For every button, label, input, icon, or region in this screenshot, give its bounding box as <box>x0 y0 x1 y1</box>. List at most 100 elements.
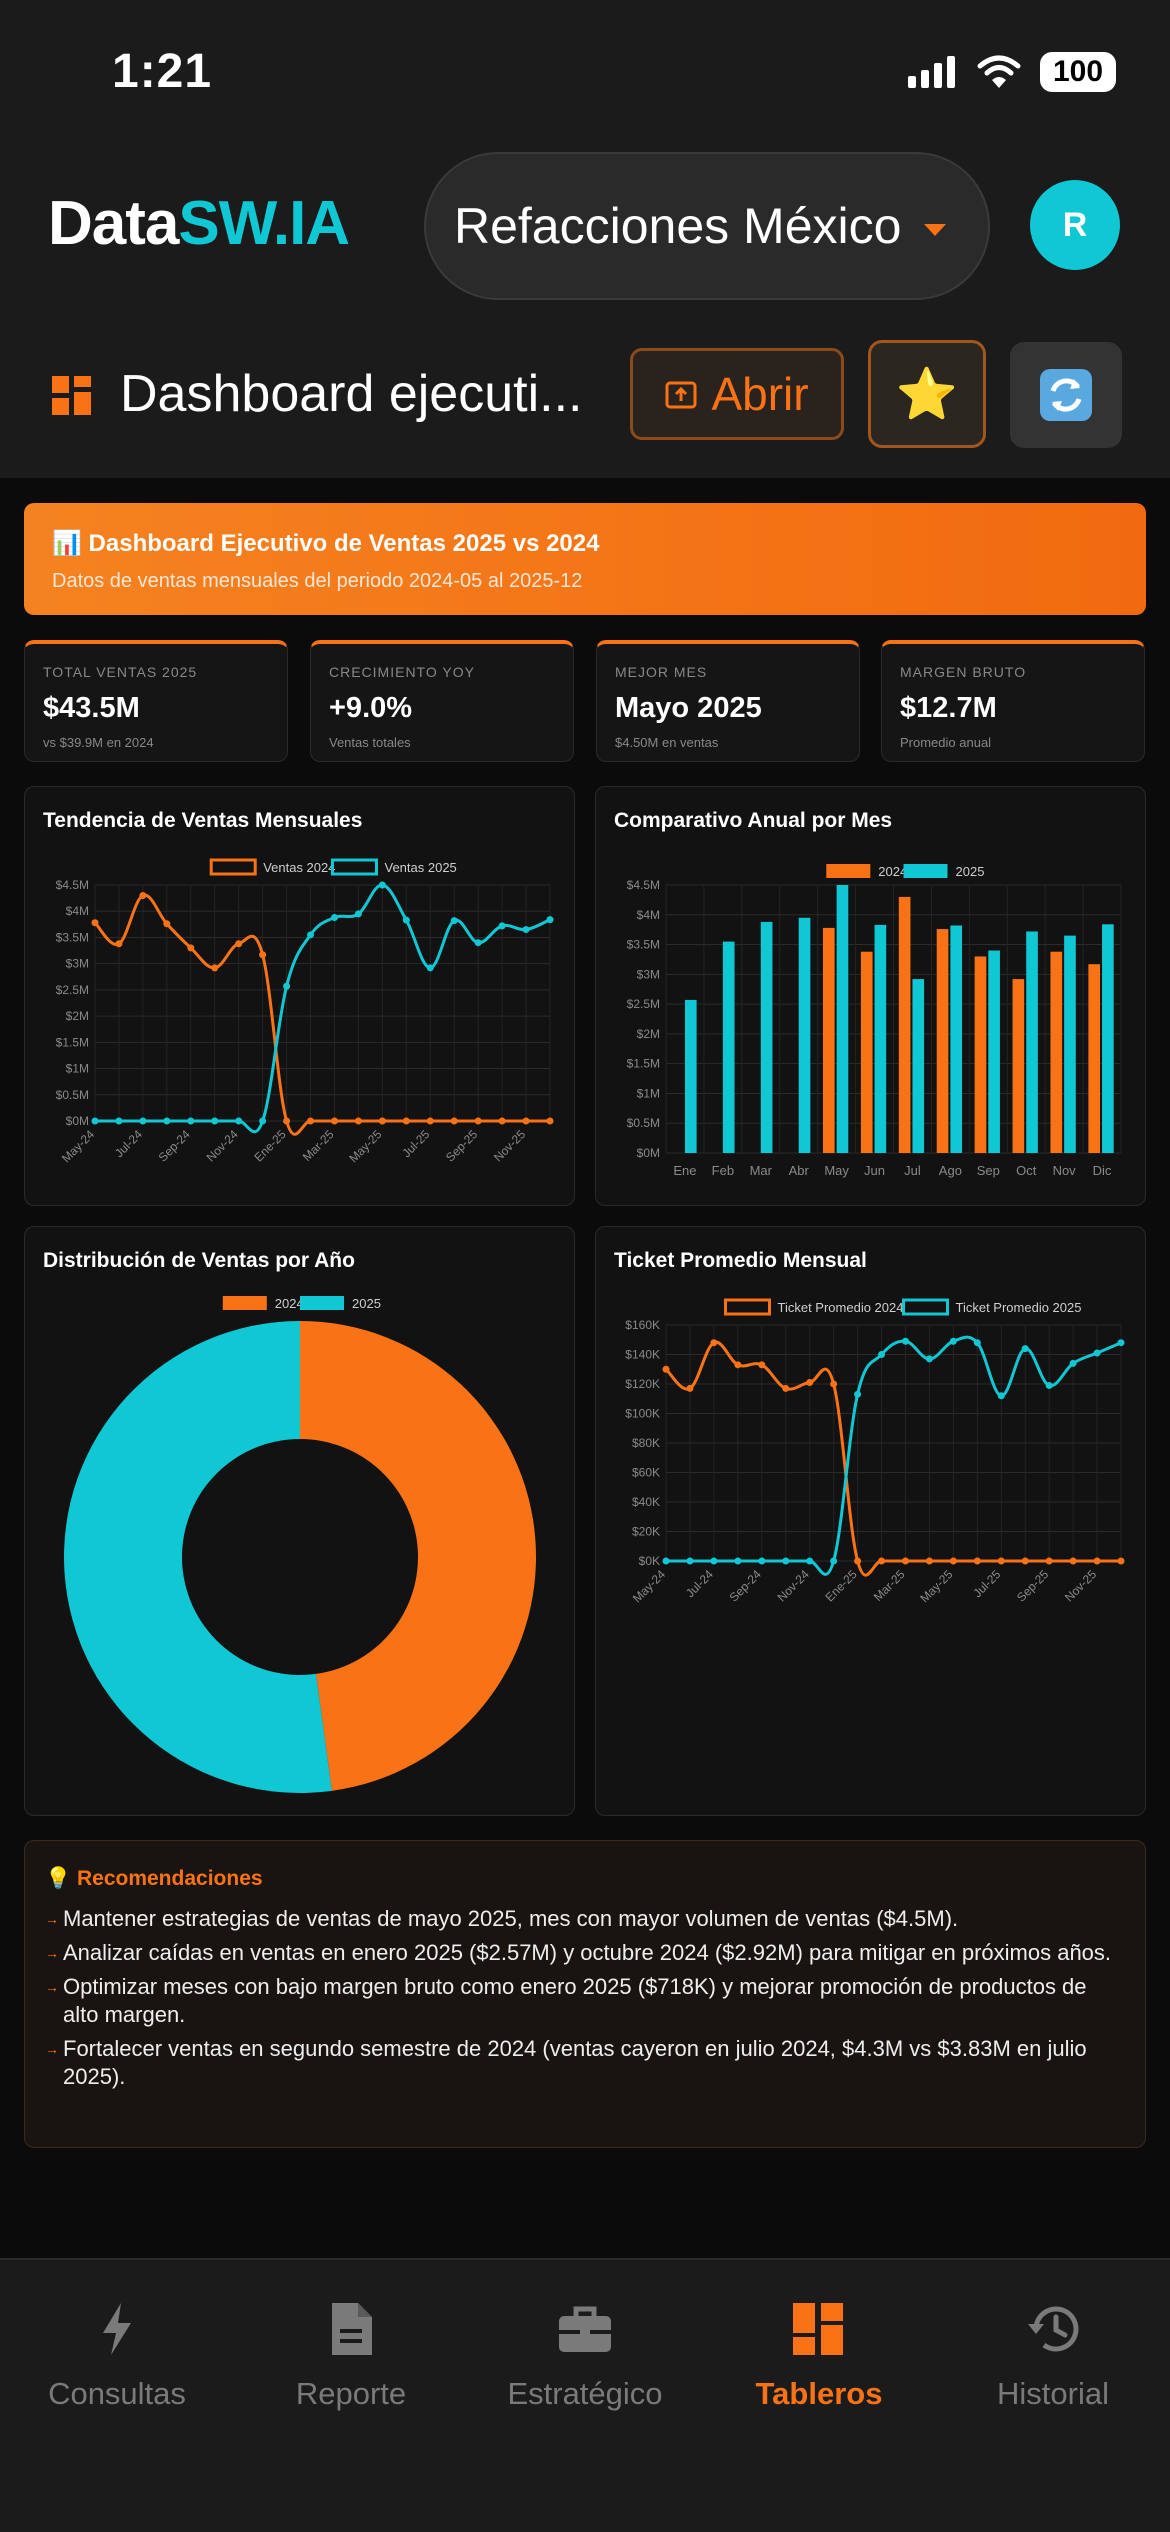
bar-2024-Oct <box>1012 979 1025 1153</box>
status-bar: 1:21 100 <box>0 0 1170 140</box>
kpi-card-best-month: MEJOR MES Mayo 2025 $4.50M en ventas <box>596 640 860 762</box>
data-point <box>330 1117 338 1125</box>
y-tick-label: $40K <box>632 1495 660 1509</box>
data-point <box>806 1557 814 1565</box>
bar-2024-Dic <box>1088 964 1101 1153</box>
nav-item-reporte[interactable]: Reporte <box>234 2296 468 2412</box>
nav-label: Estratégico <box>507 2376 663 2411</box>
bolt-icon <box>103 2303 131 2355</box>
data-point <box>830 1380 838 1388</box>
series-line-2024 <box>93 893 550 1136</box>
data-point <box>211 1117 219 1125</box>
x-tick-label: Jul-25 <box>970 1567 1003 1600</box>
refresh-button[interactable] <box>1010 342 1122 448</box>
series-line-2024 <box>664 1340 1121 1577</box>
data-point <box>163 1117 171 1125</box>
user-avatar[interactable]: R <box>1030 180 1120 270</box>
nav-label: Reporte <box>295 2376 407 2411</box>
data-point <box>973 1339 981 1347</box>
data-point <box>854 1390 862 1398</box>
nav-item-historial[interactable]: Historial <box>936 2296 1170 2412</box>
x-tick-label: Nov-24 <box>775 1567 812 1604</box>
bar-2025-Jul <box>912 979 925 1153</box>
x-tick-label: Sep-25 <box>443 1127 480 1164</box>
kpi-label: MEJOR MES <box>615 664 708 680</box>
x-tick-label: Nov-25 <box>491 1127 528 1164</box>
bar-2025-Sep <box>988 950 1000 1153</box>
legend-swatch <box>826 864 871 878</box>
legend-swatch <box>902 1298 949 1316</box>
data-point <box>710 1339 718 1347</box>
x-tick-label: Sep <box>977 1163 1000 1178</box>
briefcase-icon <box>559 2306 611 2352</box>
recommendation-item: Analizar caídas en ventas en enero 2025 … <box>45 1939 1125 1967</box>
y-tick-label: $1.5M <box>627 1057 660 1071</box>
y-tick-label: $20K <box>632 1525 660 1539</box>
data-point <box>378 1117 386 1125</box>
data-point <box>115 940 123 948</box>
data-point <box>354 910 362 918</box>
legend-swatch <box>300 1296 344 1310</box>
bar-2025-Mar <box>760 921 773 1153</box>
data-point <box>997 1557 1005 1565</box>
open-file-icon <box>665 381 697 409</box>
legend-swatch <box>724 1298 771 1316</box>
kpi-label: TOTAL VENTAS 2025 <box>43 664 198 680</box>
kpi-subtext: vs $39.9M en 2024 <box>43 735 154 750</box>
x-tick-label: Ago <box>939 1163 962 1178</box>
company-selector-label: Refacciones México <box>454 198 902 254</box>
y-tick-label: $60K <box>632 1466 660 1480</box>
nav-item-estrategico[interactable]: Estratégico <box>468 2296 702 2412</box>
kpi-subtext: $4.50M en ventas <box>615 735 719 750</box>
y-tick-label: $0M <box>637 1146 660 1160</box>
data-point <box>283 982 291 990</box>
data-point <box>1069 1359 1077 1367</box>
data-point <box>949 1557 957 1565</box>
data-point <box>498 1117 506 1125</box>
company-selector[interactable]: Refacciones México <box>424 152 990 300</box>
legend-label: 2024 <box>878 864 907 879</box>
data-point <box>115 1117 123 1125</box>
nav-item-consultas[interactable]: Consultas <box>0 2296 234 2412</box>
kpi-card-total-sales: TOTAL VENTAS 2025 $43.5M vs $39.9M en 20… <box>24 640 288 762</box>
nav-label: Historial <box>997 2376 1109 2411</box>
data-point <box>782 1557 790 1565</box>
data-point <box>830 1557 838 1565</box>
bar-2025-May <box>836 885 849 1153</box>
history-icon <box>1028 2306 1079 2352</box>
bar-2024-May <box>822 927 835 1153</box>
y-tick-label: $4.5M <box>627 878 660 892</box>
donut-slice-2024 <box>300 1321 537 1791</box>
data-point <box>259 1117 267 1125</box>
y-tick-label: $1M <box>637 1086 660 1100</box>
favorite-button[interactable]: ⭐ <box>868 340 986 448</box>
data-point <box>1069 1557 1077 1565</box>
data-point <box>91 919 99 927</box>
nav-label: Consultas <box>48 2376 186 2411</box>
x-tick-label: Mar-25 <box>300 1127 337 1164</box>
data-point <box>546 916 554 924</box>
data-point <box>546 1117 554 1125</box>
series-line-2025 <box>666 1335 1122 1576</box>
y-tick-label: $1M <box>66 1062 89 1076</box>
x-tick-label: Mar <box>750 1163 773 1178</box>
data-point <box>378 881 386 889</box>
x-tick-label: Nov <box>1053 1163 1077 1178</box>
dashboard-banner: 📊 Dashboard Ejecutivo de Ventas 2025 vs … <box>24 503 1146 615</box>
nav-item-tableros[interactable]: Tableros <box>702 2296 936 2412</box>
data-point <box>522 1117 530 1125</box>
bar-2025-Oct <box>1026 931 1038 1153</box>
data-point <box>949 1337 957 1345</box>
data-point <box>997 1392 1005 1400</box>
legend-swatch <box>222 1296 267 1310</box>
open-button[interactable]: Abrir <box>630 348 844 440</box>
x-tick-label: Jul-24 <box>683 1567 716 1600</box>
x-tick-label: May <box>824 1163 849 1178</box>
kpi-card-growth: CRECIMIENTO YOY +9.0% Ventas totales <box>310 640 574 762</box>
y-tick-label: $140K <box>625 1348 660 1362</box>
trend-chart-title: Tendencia de Ventas Mensuales <box>43 809 363 832</box>
ticket-chart-title: Ticket Promedio Mensual <box>614 1249 867 1272</box>
kpi-subtext: Promedio anual <box>900 735 992 750</box>
distribution-donut-chart: 2024 2025 <box>64 1296 537 1793</box>
data-point <box>662 1557 670 1565</box>
